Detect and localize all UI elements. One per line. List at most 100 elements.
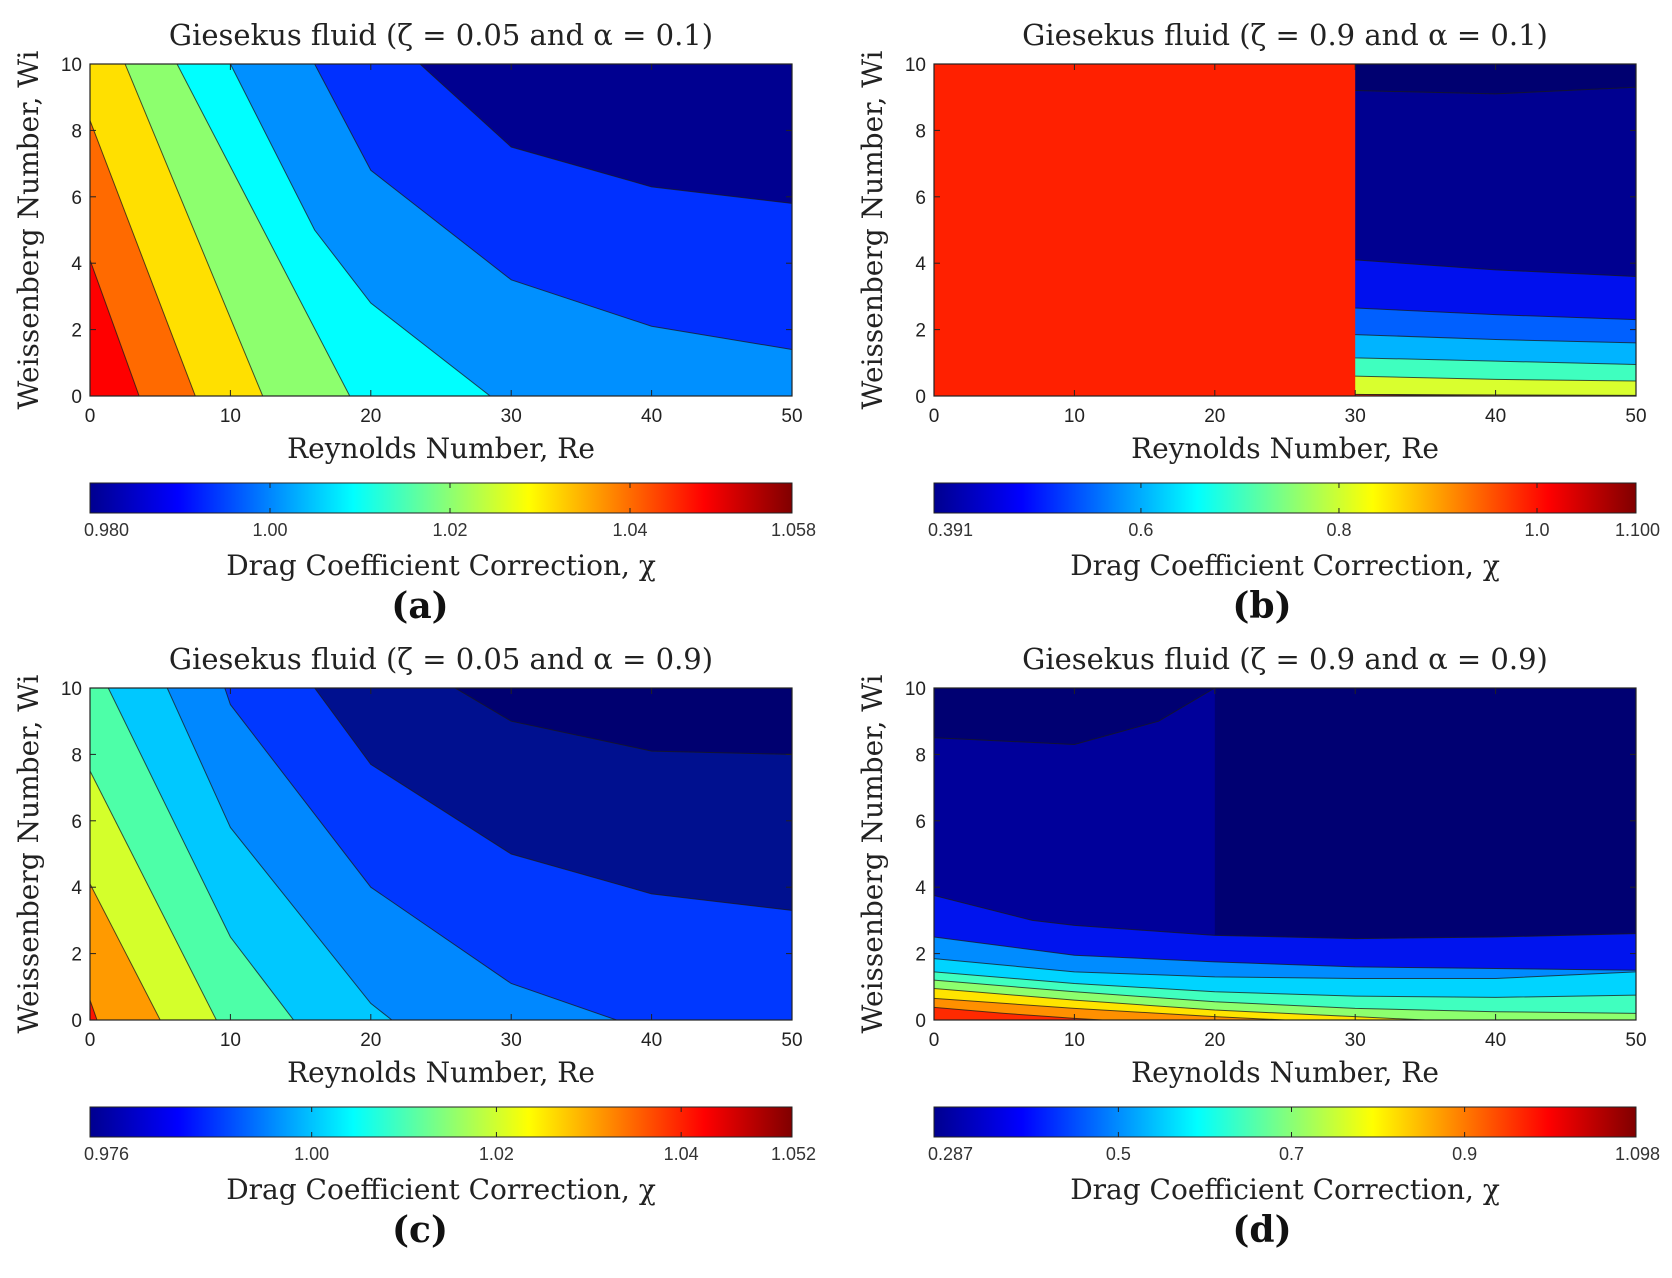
colorbar-label: Drag Coefficient Correction, χ	[1070, 1173, 1500, 1206]
contour-line-2	[90, 120, 196, 396]
y-tick-label: 6	[71, 812, 82, 833]
contour-line-5	[934, 971, 1636, 998]
x-axis-label: Reynolds Number, Re	[1131, 432, 1439, 465]
x-tick-label: 30	[501, 406, 522, 427]
contour-band-1	[934, 1007, 1103, 1020]
colorbar-tick-label: 1.04	[664, 1144, 699, 1164]
contour-line-8	[454, 688, 792, 755]
x-tick-label: 10	[1064, 1030, 1085, 1051]
colorbar-tick-label: 0.7	[1279, 1144, 1304, 1164]
colorbar-tick-label: 1.052	[771, 1144, 816, 1164]
y-tick-label: 10	[61, 679, 82, 700]
y-tick-label: 10	[61, 55, 82, 76]
axes-box	[89, 687, 793, 1021]
colorbar-tick-label: 1.058	[771, 520, 816, 540]
contour-line-3	[934, 987, 1426, 1020]
contour-line-8	[934, 895, 1636, 940]
y-axis-label: Weissenberg Number, Wi	[12, 674, 45, 1033]
contour-line-2	[934, 997, 1286, 1020]
y-tick-label: 8	[915, 745, 926, 766]
contour-line-7	[314, 688, 792, 911]
chart-title: Giesekus fluid (ζ = 0.9 and α = 0.1)	[1022, 18, 1548, 52]
x-tick-label: 40	[641, 406, 662, 427]
x-tick-label: 40	[641, 1030, 662, 1051]
colorbar-tick-label: 1.00	[252, 520, 287, 540]
contour-line-1	[934, 1006, 1103, 1020]
contour-line-3	[90, 770, 217, 1020]
y-tick-label: 8	[71, 745, 82, 766]
y-tick-label: 0	[71, 387, 82, 408]
colorbar-label: Drag Coefficient Correction, χ	[1070, 549, 1500, 582]
axes-box	[933, 63, 1637, 397]
x-tick-label: 20	[1204, 1030, 1225, 1051]
colorbar-tick-label: 0.6	[1128, 520, 1153, 540]
y-axis-label: Weissenberg Number, Wi	[856, 674, 889, 1033]
axes-box	[89, 63, 793, 397]
colorbar-tick-label: 1.100	[1615, 520, 1660, 540]
contour-line-6	[224, 688, 617, 1020]
y-tick-label: 4	[71, 254, 82, 275]
y-tick-label: 2	[71, 321, 82, 342]
x-tick-label: 30	[501, 1030, 522, 1051]
contour-line-4	[934, 979, 1636, 1014]
colorbar-label: Drag Coefficient Correction, χ	[226, 1173, 656, 1206]
y-tick-label: 6	[915, 812, 926, 833]
chart-title: Giesekus fluid (ζ = 0.05 and α = 0.1)	[169, 18, 713, 52]
contour-line-1	[90, 259, 140, 396]
contour-plot-area	[934, 64, 1636, 396]
colorbar-tick-label: 0.980	[84, 520, 129, 540]
x-tick-label: 40	[1485, 406, 1506, 427]
panel-label: (a)	[391, 585, 448, 627]
chart-title: Giesekus fluid (ζ = 0.05 and α = 0.9)	[169, 642, 713, 676]
contour-line-7	[934, 936, 1636, 971]
contour-band-1	[934, 64, 1636, 396]
panel-3: 0 10 20 30 40 50 0 2 4 6 8 10 Giesekus fluid (ζ = 0.…	[12, 642, 816, 1251]
contour-plot-area	[90, 64, 792, 396]
x-tick-label: 50	[1625, 406, 1646, 427]
colorbar-tick-label: 1.04	[612, 520, 647, 540]
contour-plot-area	[90, 688, 792, 1020]
colorbar-tick-label: 1.02	[432, 520, 467, 540]
contour-line-6	[934, 958, 1636, 979]
x-tick-label: 0	[85, 1030, 96, 1051]
x-axis-label: Reynolds Number, Re	[287, 432, 595, 465]
x-tick-label: 0	[85, 406, 96, 427]
y-tick-label: 10	[905, 679, 926, 700]
y-tick-label: 2	[71, 945, 82, 966]
contour-line-4	[107, 688, 294, 1020]
x-tick-label: 0	[929, 406, 940, 427]
colorbar-tick-label: 0.976	[84, 1144, 129, 1164]
colorbar-tick-label: 1.00	[294, 1144, 329, 1164]
colorbar	[933, 482, 1637, 514]
y-tick-label: 4	[915, 254, 926, 275]
contour-line-1	[90, 999, 98, 1020]
y-tick-label: 6	[915, 188, 926, 209]
x-tick-label: 0	[929, 1030, 940, 1051]
contour-line-5	[166, 688, 393, 1020]
x-tick-label: 30	[1345, 406, 1366, 427]
x-tick-label: 20	[360, 406, 381, 427]
x-tick-label: 50	[781, 406, 802, 427]
colorbar	[89, 482, 793, 514]
panel-4: 0 10 20 30 40 50 0 2 4 6 8 10 Giesekus fluid (ζ = 0.…	[856, 642, 1660, 1251]
panel-label: (b)	[1232, 585, 1291, 627]
contour-line-5	[229, 64, 491, 396]
panel-label: (c)	[392, 1209, 448, 1251]
contour-line-2	[90, 883, 161, 1020]
colorbar-tick-label: 1.0	[1524, 520, 1549, 540]
colorbar-tick-label: 0.287	[928, 1144, 973, 1164]
x-tick-label: 20	[360, 1030, 381, 1051]
y-tick-label: 4	[915, 878, 926, 899]
y-tick-label: 8	[71, 121, 82, 142]
contour-line-3	[124, 64, 264, 396]
colorbar	[933, 1106, 1637, 1138]
colorbar-label: Drag Coefficient Correction, χ	[226, 549, 656, 582]
contour-line-6	[314, 64, 792, 351]
y-tick-label: 0	[71, 1011, 82, 1032]
chart-title: Giesekus fluid (ζ = 0.9 and α = 0.9)	[1022, 642, 1548, 676]
x-tick-label: 10	[1064, 406, 1085, 427]
x-tick-label: 50	[781, 1030, 802, 1051]
colorbar-tick-label: 1.098	[1615, 1144, 1660, 1164]
colorbar	[89, 1106, 793, 1138]
x-axis-label: Reynolds Number, Re	[1131, 1056, 1439, 1089]
